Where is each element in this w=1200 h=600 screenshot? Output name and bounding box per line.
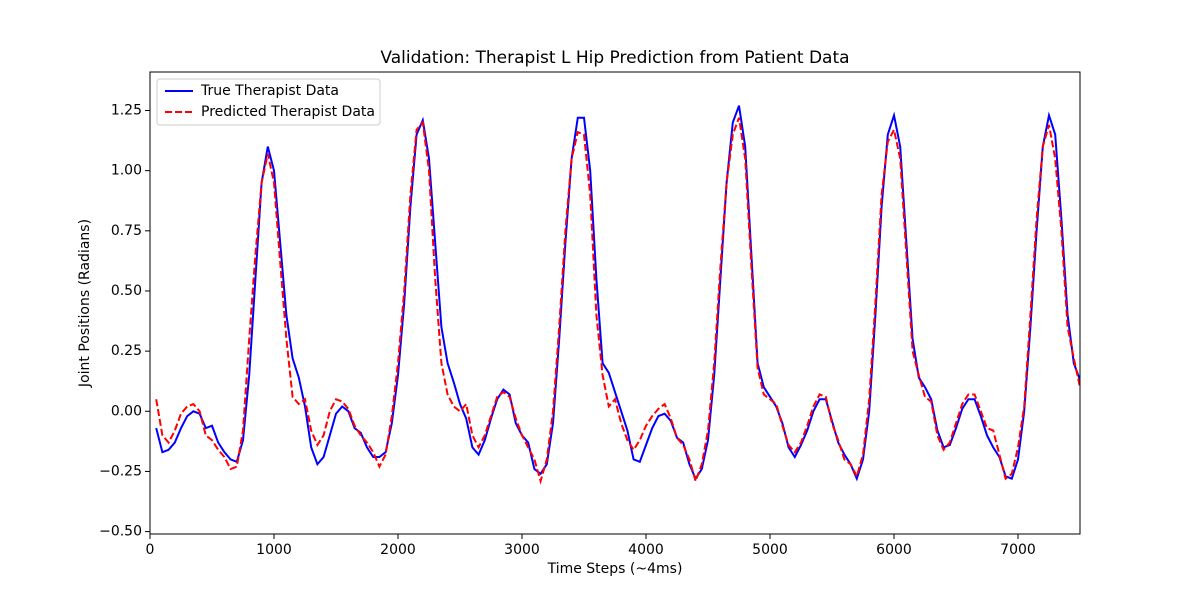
legend-label: True Therapist Data	[200, 83, 339, 99]
series-line	[155, 117, 1080, 485]
y-tick-label: 0.75	[111, 223, 142, 239]
y-tick-label: −0.50	[99, 524, 142, 540]
plot-frame	[149, 71, 1081, 535]
x-tick-label: 3000	[504, 542, 540, 558]
x-axis-label: Time Steps (~4ms)	[547, 561, 683, 577]
x-tick-label: 0	[146, 542, 155, 558]
y-tick-label: 1.25	[111, 103, 142, 119]
x-tick-label: 5000	[752, 542, 788, 558]
x-tick-label: 4000	[628, 542, 664, 558]
chart-title: Validation: Therapist L Hip Prediction f…	[380, 48, 849, 68]
y-tick-label: 0.00	[111, 403, 142, 419]
x-tick-label: 6000	[876, 542, 912, 558]
series-line	[155, 105, 1080, 482]
y-tick-label: 0.50	[111, 283, 142, 299]
y-tick-label: 0.25	[111, 343, 142, 359]
x-tick-label: 2000	[380, 542, 416, 558]
legend-box	[156, 78, 381, 126]
x-tick-label: 1000	[256, 542, 292, 558]
y-axis-label: Joint Positions (Radians)	[77, 219, 93, 388]
legend-label: Predicted Therapist Data	[201, 104, 375, 120]
y-tick-label: 1.00	[111, 163, 142, 179]
y-tick-label: −0.25	[99, 463, 142, 479]
x-tick-label: 7000	[1000, 542, 1036, 558]
